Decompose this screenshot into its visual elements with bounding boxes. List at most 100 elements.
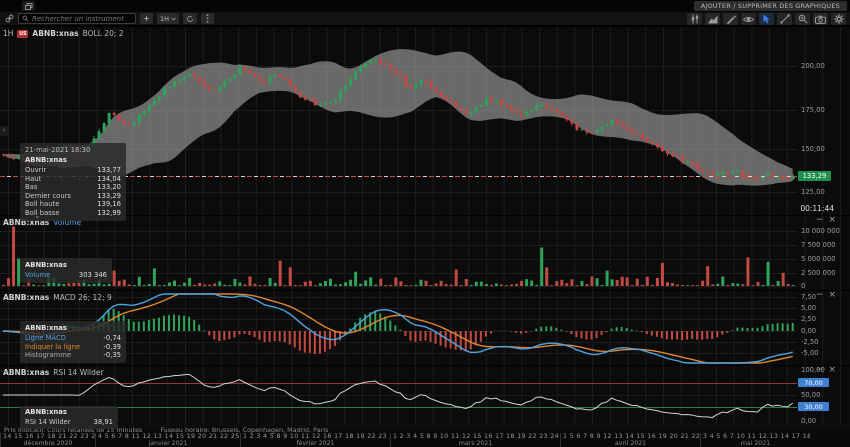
draw-icon[interactable] — [723, 13, 738, 25]
tooltip-row-label: Boll haute — [25, 200, 60, 209]
rsi-overbought-badge: 70,00 — [798, 378, 829, 387]
tooltip-row-label: Indiquer la ligne — [25, 342, 81, 351]
rsi-panel[interactable]: ABNB:xnas RSI 14 Wilder − × ABNB:xnas RS… — [0, 365, 850, 429]
tooltip-row: Haut 134,04 — [25, 175, 121, 184]
volume-axis-tick: 5 000 000 — [801, 255, 836, 263]
us-flag-icon: US — [17, 29, 29, 38]
main-chart-canvas[interactable] — [0, 27, 850, 216]
tooltip-row: Boll basse 132,99 — [25, 209, 121, 218]
tooltip-symbol: ABNB:xnas — [25, 324, 67, 332]
screenshot-icon[interactable] — [813, 13, 828, 25]
minimize-icon[interactable]: − — [815, 290, 824, 300]
time-axis: 14 15 16 17 18 21 22 23 28 29 30 31décem… — [0, 433, 810, 447]
tooltip-collapse-icon[interactable]: ⌄ — [34, 211, 41, 220]
tooltip-row-label: Histogramme — [25, 351, 72, 360]
rsi-window-controls: − × — [816, 366, 836, 375]
volume-canvas[interactable] — [0, 216, 850, 291]
add-remove-charts-button[interactable]: AJOUTER / SUPPRIMER DES GRAPHIQUES — [693, 1, 847, 11]
tooltip-row: Bas 133,20 — [25, 183, 121, 192]
month-label: février 2021 — [296, 440, 335, 447]
volume-header: ABNB:xnas Volume — [3, 218, 81, 227]
macd-axis-tick: 2,50 — [801, 315, 817, 323]
volume-panel[interactable]: ABNB:xnas Volume − × ABNB:xnas Volume 303… — [0, 215, 850, 291]
tooltip-row-label: Ligne MACD — [25, 334, 67, 342]
price-axis-tick: 175,00 — [801, 106, 825, 114]
tooltip-row-value: 133,77 — [97, 166, 121, 174]
main-chart-panel[interactable]: 1H US ABNB:xnas BOLL 20; 2 21-mai-2021 1… — [0, 26, 850, 221]
volume-window-controls: − × — [816, 216, 836, 225]
cursor-icon[interactable] — [759, 13, 774, 25]
candle-countdown-timer: 00:11:44 — [800, 204, 834, 213]
search-box[interactable] — [18, 13, 136, 24]
day-tick-labels: 1 2 3 4 5 8 9 10 11 12 16 17 18 19 22 23… — [243, 433, 390, 440]
refresh-icon — [187, 15, 193, 22]
close-icon[interactable]: × — [828, 365, 836, 375]
volume-tooltip-value: 303 346 — [78, 271, 107, 279]
zoom-icon[interactable] — [795, 13, 810, 25]
close-icon[interactable]: × — [828, 290, 836, 300]
rsi-tooltip-value: 38,91 — [93, 418, 113, 426]
search-input[interactable] — [32, 14, 132, 23]
volume-axis-tick: 0 — [801, 282, 806, 290]
close-icon[interactable]: × — [828, 215, 836, 225]
minimize-icon[interactable]: − — [815, 215, 824, 225]
refresh-button[interactable] — [183, 13, 198, 24]
month-label: mars 2021 — [458, 440, 493, 447]
rsi-axis-tick: 50,00 — [801, 391, 821, 399]
rsi-tooltip-label: RSI 14 Wilder — [25, 418, 71, 426]
volume-axis-tick: 7 500 000 — [801, 241, 836, 249]
main-chart-header: 1H US ABNB:xnas BOLL 20; 2 — [3, 29, 124, 38]
time-axis-month: 1 2 3 4 5 8 9 10 11 12 15 16 17 18 19 22… — [390, 433, 560, 447]
chevron-down-icon — [171, 16, 176, 20]
macd-panel[interactable]: ABNB:xnas MACD 26; 12; 9 − × ABNB:xnas L… — [0, 290, 850, 366]
more-options-button[interactable] — [201, 13, 215, 24]
settings-icon[interactable] — [831, 13, 846, 25]
price-axis-tick: 150,00 — [801, 145, 825, 153]
timezone-label: Fuseau horaire: Brussels, Copenhagen, Ma… — [160, 426, 329, 434]
link-icon[interactable] — [5, 14, 14, 23]
tooltip-row-label: Dernier cours — [25, 191, 71, 200]
visibility-icon[interactable] — [741, 13, 756, 25]
chart-type-icon[interactable] — [687, 13, 702, 25]
tooltip-row-label: Haut — [25, 174, 42, 183]
main-symbol-label: ABNB:xnas — [32, 29, 79, 38]
chart-stack: 1H US ABNB:xnas BOLL 20; 2 21-mai-2021 1… — [0, 26, 850, 429]
trendline-icon[interactable] — [777, 13, 792, 25]
search-icon — [22, 15, 29, 22]
month-label: janvier 2021 — [148, 440, 188, 447]
chart-tools-group — [687, 13, 846, 25]
tooltip-row-value: -0,74 — [103, 334, 121, 342]
tooltip-symbol: ABNB:xnas — [25, 261, 67, 269]
day-tick-labels: 1 5 6 7 8 9 12 13 14 15 16 19 20 21 22 2… — [563, 433, 700, 440]
restore-window-icon[interactable] — [22, 1, 35, 11]
tooltip-row: Ligne MACD -0,74 — [25, 334, 121, 343]
tooltip-row-value: -0,39 — [103, 342, 121, 351]
rsi-oversold-badge: 30,00 — [798, 402, 829, 411]
minimize-icon[interactable]: − — [815, 365, 824, 375]
tooltip-symbol: ABNB:xnas — [25, 156, 67, 164]
rsi-indicator-label: RSI 14 Wilder — [53, 368, 104, 377]
tooltip-row-label: Bas — [25, 183, 38, 192]
timeframe-dropdown[interactable]: 1H — [157, 13, 180, 24]
volume-axis-tick: 2 500 000 — [801, 269, 836, 277]
rsi-axis-tick: 100,00 — [801, 366, 825, 374]
rsi-tooltip: ABNB:xnas RSI 14 Wilder 38,91 — [20, 406, 118, 429]
macd-canvas[interactable] — [0, 291, 850, 366]
tooltip-row-value: -0,35 — [103, 351, 121, 360]
toolbar: + 1H — [0, 12, 850, 26]
volume-axis-tick: 10 000 000 — [801, 227, 840, 235]
volume-tooltip: ABNB:xnas Volume 303 346 — [20, 258, 112, 283]
expand-side-panel-icon[interactable]: ‹ — [0, 126, 8, 136]
tooltip-row-label: Ouvrir — [25, 166, 47, 174]
macd-window-controls: − × — [816, 291, 836, 300]
indicators-icon[interactable] — [705, 13, 720, 25]
add-instrument-button[interactable]: + — [140, 13, 153, 24]
tooltip-date: 21-mai-2021 18:30 — [25, 146, 91, 154]
tooltip-row-value: 132,99 — [97, 208, 121, 217]
tooltip-row-value: 134,04 — [97, 174, 121, 183]
price-axis-tick: 125,00 — [801, 188, 825, 196]
time-axis-month: 1 2 3 4 5 8 9 10 11 12 16 17 18 19 22 23… — [240, 433, 390, 447]
volume-tooltip-label: Volume — [25, 271, 51, 279]
rsi-axis-tick: 0,00 — [801, 417, 817, 425]
rsi-canvas[interactable] — [0, 366, 850, 425]
